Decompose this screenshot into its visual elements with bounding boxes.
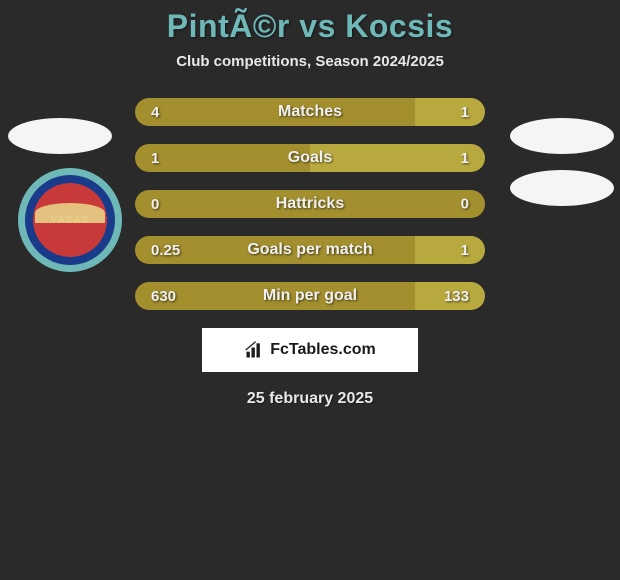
stat-row: 630133Min per goal bbox=[135, 282, 485, 310]
stat-left-value: 0.25 bbox=[151, 242, 180, 259]
page-title: PintÃ©r vs Kocsis bbox=[0, 8, 620, 45]
club-badge-inner: VASAS bbox=[25, 175, 115, 265]
stat-bar-left: 0 bbox=[135, 190, 485, 218]
stat-right-value: 1 bbox=[461, 104, 469, 121]
stat-bar-right: 1 bbox=[415, 98, 485, 126]
stat-bar-right: 133 bbox=[415, 282, 485, 310]
club-left-text: VASAS bbox=[51, 215, 90, 226]
footer-brand-text: FcTables.com bbox=[270, 341, 376, 359]
stat-left-value: 630 bbox=[151, 288, 176, 305]
stats-bars: 41Matches11Goals00Hattricks0.251Goals pe… bbox=[135, 98, 485, 310]
player-avatar-left bbox=[8, 118, 112, 154]
stat-row: 41Matches bbox=[135, 98, 485, 126]
stat-bar-right: 1 bbox=[310, 144, 485, 172]
stat-left-value: 1 bbox=[151, 150, 159, 167]
stat-right-value: 133 bbox=[444, 288, 469, 305]
stat-left-value: 4 bbox=[151, 104, 159, 121]
stat-right-value: 0 bbox=[461, 196, 469, 213]
bar-chart-icon bbox=[244, 340, 264, 360]
stat-right-value: 1 bbox=[461, 150, 469, 167]
footer-brand-badge: FcTables.com bbox=[202, 328, 418, 372]
stat-row: 0.251Goals per match bbox=[135, 236, 485, 264]
stat-row: 00Hattricks bbox=[135, 190, 485, 218]
player-avatar-right bbox=[510, 118, 614, 154]
stat-bar-left: 4 bbox=[135, 98, 415, 126]
stat-bar-right: 1 bbox=[415, 236, 485, 264]
stat-bar-left: 0.25 bbox=[135, 236, 415, 264]
date-label: 25 february 2025 bbox=[0, 390, 620, 408]
stat-row: 11Goals bbox=[135, 144, 485, 172]
stat-left-value: 0 bbox=[151, 196, 159, 213]
club-badge-right bbox=[510, 170, 614, 206]
stat-bar-left: 1 bbox=[135, 144, 310, 172]
stat-right-value: 1 bbox=[461, 242, 469, 259]
comparison-container: PintÃ©r vs Kocsis Club competitions, Sea… bbox=[0, 0, 620, 580]
club-badge-left: VASAS bbox=[18, 168, 122, 272]
stat-bar-left: 630 bbox=[135, 282, 415, 310]
subtitle: Club competitions, Season 2024/2025 bbox=[0, 53, 620, 70]
